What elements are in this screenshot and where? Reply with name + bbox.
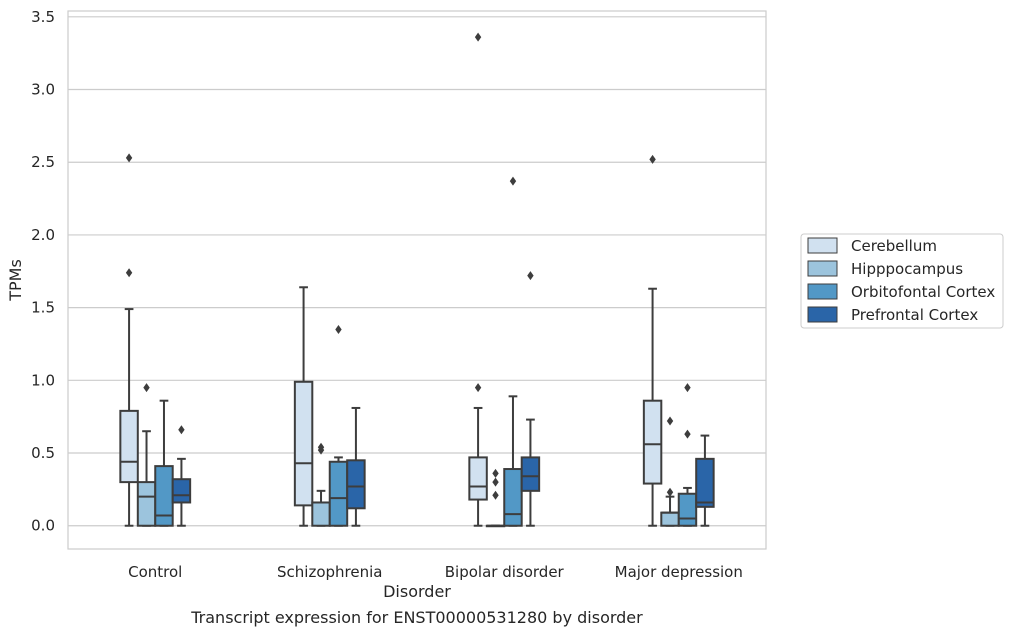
plot-area-frame bbox=[67, 10, 767, 550]
legend-swatch bbox=[807, 260, 838, 277]
outlier-point bbox=[649, 154, 656, 164]
box-orbitofontal-cortex bbox=[154, 399, 174, 527]
legend-swatch bbox=[807, 283, 838, 300]
figure-caption: Transcript expression for ENST0000053128… bbox=[190, 608, 643, 627]
x-axis-title: Disorder bbox=[383, 582, 451, 601]
box-body bbox=[293, 380, 314, 507]
gridlines bbox=[68, 16, 766, 527]
x-axis-tick-labels: Control Schizophrenia Bipolar disorder Majo… bbox=[128, 563, 743, 581]
outlier-point bbox=[178, 425, 185, 435]
box-body bbox=[346, 459, 366, 510]
x-tick-label: Control bbox=[128, 563, 182, 581]
outlier-point bbox=[335, 324, 342, 334]
legend-label: Hipppocampus bbox=[851, 260, 963, 278]
box-body bbox=[468, 456, 488, 501]
box-hipppocampus bbox=[660, 416, 680, 527]
boxes bbox=[119, 32, 715, 528]
y-tick-label: 3.5 bbox=[31, 8, 55, 26]
outlier-point bbox=[684, 383, 691, 393]
legend-label: Cerebellum bbox=[851, 237, 937, 255]
outlier-point bbox=[317, 442, 325, 452]
box-hipppocampus bbox=[136, 383, 157, 527]
outlier-point bbox=[125, 268, 133, 278]
outlier-point bbox=[474, 32, 482, 42]
box-body bbox=[520, 456, 541, 492]
legend-label: Orbitofontal Cortex bbox=[851, 283, 995, 301]
box-hipppocampus bbox=[485, 468, 506, 528]
outlier-point bbox=[666, 487, 674, 497]
legend: Cerebellum Hipppocampus Orbitofontal Corte… bbox=[800, 233, 1004, 329]
x-tick-label: Schizophrenia bbox=[277, 563, 382, 581]
box-body bbox=[677, 492, 698, 527]
box-prefrontal-cortex bbox=[695, 434, 715, 527]
box-body bbox=[642, 399, 663, 485]
y-tick-label: 2.5 bbox=[31, 153, 55, 171]
outlier-point bbox=[474, 383, 482, 393]
y-tick-label: 1.5 bbox=[31, 299, 55, 317]
outlier-point bbox=[492, 477, 499, 487]
box-prefrontal-cortex bbox=[346, 406, 366, 527]
outlier-point bbox=[143, 383, 150, 393]
box-body bbox=[695, 457, 715, 508]
outlier-point bbox=[527, 271, 534, 281]
legend-swatch bbox=[807, 237, 838, 254]
box-body bbox=[171, 478, 192, 504]
y-tick-label: 1.0 bbox=[31, 371, 55, 389]
y-tick-label: 0.5 bbox=[31, 444, 55, 462]
box-body bbox=[311, 501, 331, 527]
box-cerebellum bbox=[642, 154, 663, 527]
outlier-point bbox=[666, 416, 674, 426]
outlier-point bbox=[684, 429, 691, 439]
box-body bbox=[119, 409, 139, 484]
box-orbitofontal-cortex bbox=[677, 383, 698, 527]
box-body bbox=[154, 465, 174, 527]
box-cerebellum bbox=[468, 32, 488, 527]
y-tick-label: 2.0 bbox=[31, 226, 55, 244]
box-body bbox=[503, 468, 523, 527]
y-axis-title: TPMs bbox=[6, 259, 25, 302]
outlier-point bbox=[492, 490, 499, 500]
outlier-point bbox=[509, 176, 517, 186]
y-axis-tick-labels: 0.0 0.5 1.0 1.5 2.0 2.5 3.0 3.5 bbox=[31, 8, 55, 535]
y-tick-label: 0.0 bbox=[31, 517, 55, 535]
legend-swatch bbox=[807, 306, 838, 323]
outlier-point bbox=[492, 468, 499, 478]
box-body bbox=[328, 460, 349, 527]
box-body bbox=[136, 481, 157, 527]
x-tick-label: Major depression bbox=[615, 563, 743, 581]
x-tick-label: Bipolar disorder bbox=[445, 563, 565, 581]
box-cerebellum bbox=[119, 153, 139, 527]
box-prefrontal-cortex bbox=[520, 271, 541, 527]
box-orbitofontal-cortex bbox=[328, 324, 349, 527]
box-orbitofontal-cortex bbox=[503, 176, 523, 527]
box-body bbox=[660, 511, 680, 527]
box-prefrontal-cortex bbox=[171, 425, 192, 527]
legend-label: Prefrontal Cortex bbox=[851, 306, 978, 324]
legend-frame bbox=[800, 233, 1004, 329]
box-hipppocampus bbox=[311, 442, 331, 527]
y-tick-label: 3.0 bbox=[31, 81, 55, 99]
box-cerebellum bbox=[293, 286, 314, 527]
outlier-point bbox=[125, 153, 133, 163]
